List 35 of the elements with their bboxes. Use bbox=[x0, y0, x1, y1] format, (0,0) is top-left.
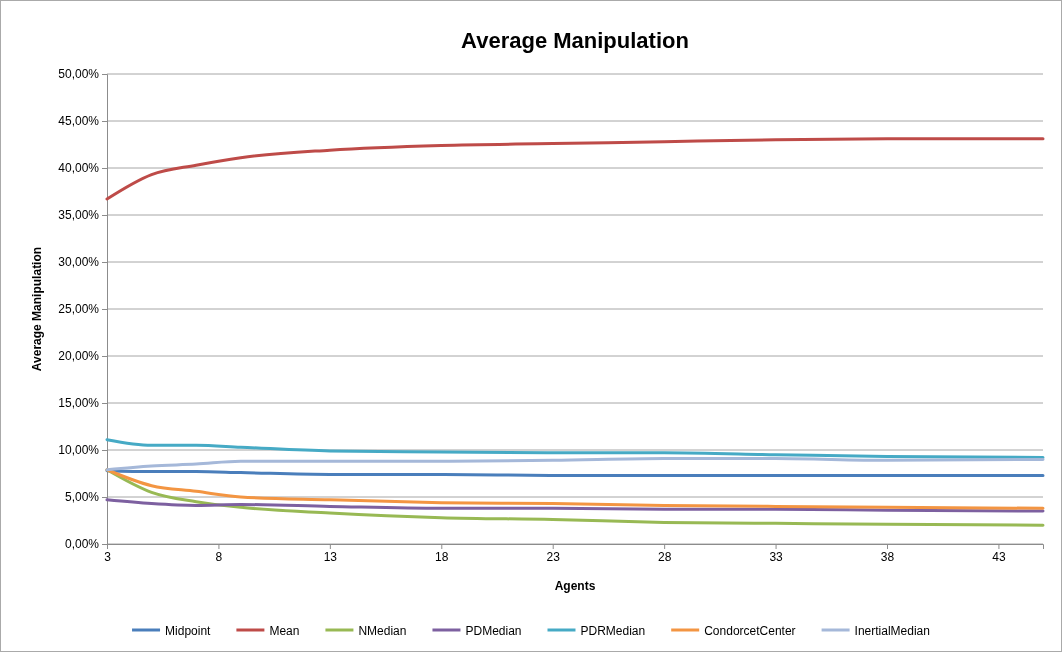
y-tick-label: 25,00% bbox=[58, 302, 100, 317]
x-tick-label: 8 bbox=[215, 549, 223, 564]
legend-label: Midpoint bbox=[165, 623, 212, 638]
y-tick-label: 30,00% bbox=[58, 255, 100, 270]
y-tick-label: 35,00% bbox=[58, 208, 100, 223]
x-tick-label: 38 bbox=[880, 549, 895, 564]
x-tick-label: 28 bbox=[657, 549, 672, 564]
legend-label: Mean bbox=[269, 623, 300, 638]
line-series bbox=[105, 498, 1045, 513]
line-series bbox=[105, 468, 1045, 510]
line-series bbox=[105, 456, 1045, 472]
line-series bbox=[105, 438, 1045, 460]
y-tick-label: 50,00% bbox=[58, 67, 100, 82]
legend-label: PDRMedian bbox=[580, 623, 646, 638]
y-tick-label: 15,00% bbox=[58, 396, 100, 411]
legend-label: PDMedian bbox=[465, 623, 522, 638]
y-axis-title: Average Manipulation bbox=[30, 246, 44, 372]
chart-title: Average Manipulation bbox=[461, 28, 689, 53]
y-tick-label: 5,00% bbox=[64, 490, 100, 505]
x-tick-label: 13 bbox=[323, 549, 338, 564]
x-tick-label: 33 bbox=[769, 549, 784, 564]
y-tick-label: 40,00% bbox=[58, 161, 100, 176]
x-tick-label: 3 bbox=[104, 549, 112, 564]
y-tick-label: 20,00% bbox=[58, 349, 100, 364]
x-axis-title: Agents bbox=[554, 579, 596, 593]
legend-label: CondorcetCenter bbox=[704, 623, 796, 638]
legend-label: NMedian bbox=[358, 623, 407, 638]
y-tick-label: 45,00% bbox=[58, 114, 100, 129]
legend-label: InertialMedian bbox=[854, 623, 930, 638]
x-tick-label: 18 bbox=[435, 549, 449, 564]
y-tick-label: 0,00% bbox=[64, 537, 100, 552]
x-tick-label: 23 bbox=[546, 549, 561, 564]
x-tick-label: 43 bbox=[992, 549, 1006, 564]
line-series bbox=[105, 137, 1045, 201]
y-tick-label: 10,00% bbox=[58, 443, 100, 458]
